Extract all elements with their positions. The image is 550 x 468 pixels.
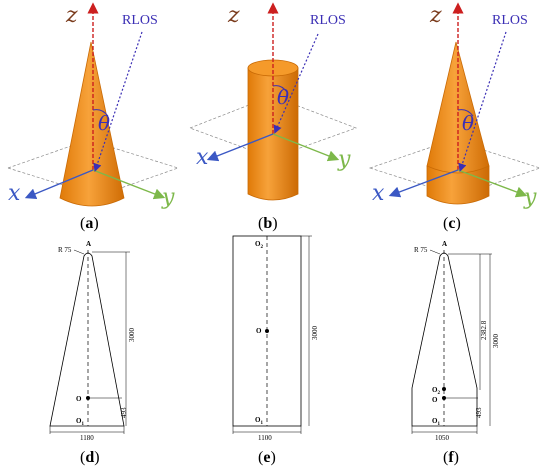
y-axis-label: y [337, 147, 351, 172]
radius-leader [73, 249, 85, 255]
center-label: O [432, 396, 438, 404]
base-offset-label: 493 [120, 407, 128, 418]
panel-f: R 75 A 2382.8 3000 493 O2 O O1 1050 [411, 240, 500, 442]
panel-c: z x y RLOS θ [368, 2, 542, 210]
theta-symbol: θ [277, 85, 289, 109]
caption-d: (d) [80, 449, 100, 466]
top-point-label: O2 [255, 240, 263, 250]
height-label: 3000 [492, 334, 500, 349]
x-axis-arrow [206, 133, 274, 162]
y-axis-arrow [92, 169, 166, 200]
y-axis-arrow [457, 169, 528, 198]
cone-outline [49, 252, 125, 427]
x-axis-label: x [196, 145, 209, 170]
caption-e: (e) [258, 449, 276, 466]
base-offset-label: 493 [475, 407, 483, 418]
panel-d: R 75 A 3000 493 O O1 1180 [49, 240, 136, 442]
base-point-label: O1 [255, 416, 263, 426]
y-axis-arrow [272, 133, 340, 162]
apex-label: A [86, 240, 91, 248]
rlos-label: RLOS [492, 13, 528, 28]
caption-f: (f) [443, 449, 459, 466]
width-label: 1180 [80, 434, 94, 442]
height-label: 3000 [128, 328, 136, 343]
center-point [86, 396, 90, 400]
cone-body [59, 41, 125, 207]
rlos-arrow [273, 33, 319, 134]
x-axis-arrow [388, 169, 459, 198]
ground-plane [189, 95, 358, 159]
o2-point [442, 387, 446, 391]
y-axis-label: y [161, 185, 175, 210]
panel-b: z x y RLOS θ [189, 2, 358, 201]
theta-symbol: θ [462, 111, 474, 135]
center-label: O [256, 327, 262, 335]
theta-arc [92, 109, 109, 117]
z-axis-label: z [429, 3, 442, 28]
radius-label: R 75 [414, 246, 428, 254]
x-axis-label: x [372, 181, 385, 206]
apex-label: A [442, 240, 447, 248]
panel-a: z x y RLOS θ [6, 2, 180, 210]
theta-symbol: θ [98, 111, 110, 135]
center-label: O [76, 395, 82, 403]
radius-label: R 75 [58, 246, 72, 254]
z-axis-label: z [65, 3, 78, 28]
rlos-label: RLOS [310, 13, 346, 28]
panel-e: O2 O O1 3000 1100 [232, 235, 319, 442]
x-axis-arrow [24, 169, 94, 200]
theta-arc [457, 109, 474, 117]
y-axis-label: y [523, 185, 537, 210]
cone-cylinder-outline [411, 252, 478, 427]
base-point-label: O1 [432, 417, 440, 427]
center-point [265, 329, 269, 333]
base-point-label: O1 [76, 417, 84, 427]
width-label: 1100 [258, 434, 272, 442]
center-point [442, 396, 446, 400]
height-label: 3000 [311, 326, 319, 341]
z-axis-label: z [227, 3, 240, 28]
theta-arc [272, 85, 288, 93]
x-axis-label: x [8, 181, 21, 206]
upper-height-label: 2382.8 [480, 320, 488, 340]
radius-leader [429, 249, 441, 255]
caption-c: (c) [443, 215, 461, 232]
o2-label: O2 [432, 386, 440, 396]
rlos-label: RLOS [122, 13, 158, 28]
width-label: 1050 [435, 434, 450, 442]
caption-a: (a) [80, 215, 99, 232]
caption-b: (b) [258, 215, 278, 232]
